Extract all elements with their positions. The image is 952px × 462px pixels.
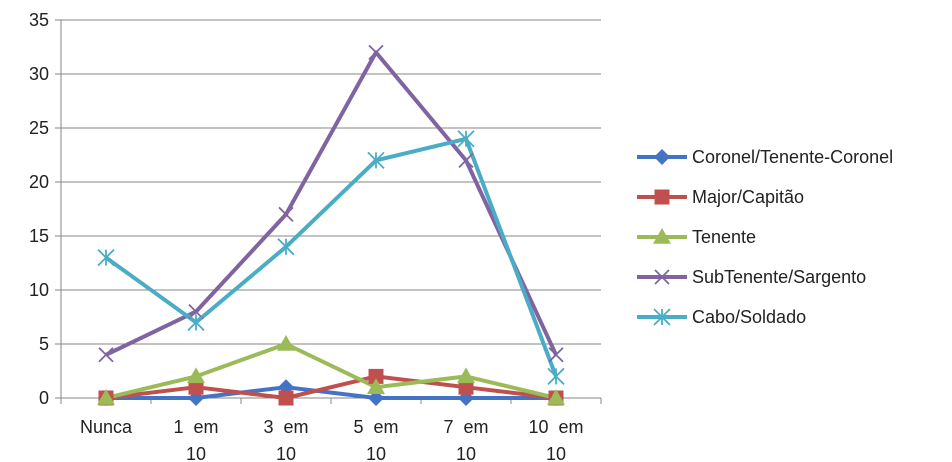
series-markers bbox=[97, 44, 565, 406]
x-tick-label-line: 10 bbox=[366, 444, 386, 462]
y-tick-label: 5 bbox=[39, 334, 49, 354]
y-tick-label: 25 bbox=[29, 118, 49, 138]
data-point-marker bbox=[97, 389, 115, 405]
x-axis-tick-labels: Nunca 1 em 10 3 em 10 5 em 10 7 em 10 10 em 10 bbox=[80, 417, 584, 462]
x-tick-label-line: 10 em bbox=[528, 417, 583, 437]
legend-item: Cabo/Soldado bbox=[637, 307, 806, 327]
data-point-marker bbox=[457, 130, 475, 148]
data-point-marker bbox=[654, 189, 670, 205]
x-tick-label-line: 10 bbox=[546, 444, 566, 462]
legend-item: Major/Capitão bbox=[637, 187, 804, 207]
y-axis-tick-labels: 0 5 10 15 20 25 30 35 bbox=[29, 10, 49, 408]
x-tick-label-line: Nunca bbox=[80, 417, 133, 437]
data-point-marker bbox=[368, 368, 384, 384]
series-line bbox=[105, 374, 557, 400]
x-tick-label-line: 1 em bbox=[173, 417, 218, 437]
x-tick-label-line: 10 bbox=[186, 444, 206, 462]
series-line bbox=[105, 50, 558, 357]
data-point-marker bbox=[368, 44, 384, 61]
data-point-marker bbox=[548, 347, 564, 363]
y-tick-label: 15 bbox=[29, 226, 49, 246]
x-tick-label: Nunca bbox=[80, 417, 133, 437]
y-tick-label: 35 bbox=[29, 10, 49, 30]
x-tick-label: 1 em 10 bbox=[173, 417, 218, 462]
data-point-marker bbox=[278, 390, 294, 406]
x-tick-label-line: 3 em bbox=[263, 417, 308, 437]
data-point-marker bbox=[368, 390, 384, 406]
data-point-marker bbox=[653, 228, 671, 244]
y-tick-label: 0 bbox=[39, 388, 49, 408]
legend-label: SubTenente/Sargento bbox=[692, 267, 866, 287]
data-point-marker bbox=[654, 269, 670, 285]
data-point-marker bbox=[188, 303, 204, 320]
legend-label: Tenente bbox=[692, 227, 756, 247]
x-tick-label-line: 7 em bbox=[443, 417, 488, 437]
legend-item: Tenente bbox=[637, 227, 756, 247]
gridlines bbox=[61, 19, 601, 345]
data-point-marker bbox=[98, 347, 114, 363]
data-point-marker bbox=[458, 379, 474, 395]
data-point-marker bbox=[187, 313, 205, 332]
data-point-marker bbox=[278, 206, 294, 223]
x-tick-label-line: 5 em bbox=[353, 417, 398, 437]
data-point-marker bbox=[547, 389, 565, 405]
legend-label: Coronel/Tenente-Coronel bbox=[692, 147, 893, 167]
x-tick-label: 10 em 10 bbox=[528, 417, 583, 462]
series-line bbox=[106, 385, 556, 400]
y-tick-label: 30 bbox=[29, 64, 49, 84]
axes bbox=[55, 19, 602, 404]
data-point-marker bbox=[547, 367, 565, 386]
x-tick-label: 5 em 10 bbox=[353, 417, 398, 462]
data-point-marker bbox=[367, 151, 385, 170]
data-point-marker bbox=[367, 378, 385, 394]
series-line bbox=[104, 136, 558, 378]
legend-item: Coronel/Tenente-Coronel bbox=[637, 147, 893, 167]
x-tick-label-line: 10 bbox=[276, 444, 296, 462]
data-point-marker bbox=[457, 367, 475, 384]
data-point-marker bbox=[188, 379, 204, 395]
data-point-marker bbox=[97, 248, 115, 267]
x-tick-label: 7 em 10 bbox=[443, 417, 488, 462]
data-point-marker bbox=[653, 308, 671, 326]
legend: Coronel/Tenente-Coronel Major/Capitão Tene… bbox=[637, 147, 893, 327]
data-point-marker bbox=[458, 152, 474, 169]
data-point-marker bbox=[187, 367, 205, 384]
y-tick-label: 10 bbox=[29, 280, 49, 300]
legend-label: Major/Capitão bbox=[692, 187, 804, 207]
legend-item: SubTenente/Sargento bbox=[637, 267, 866, 287]
legend-label: Cabo/Soldado bbox=[692, 307, 806, 327]
data-point-marker bbox=[277, 238, 295, 256]
x-tick-label-line: 10 bbox=[456, 444, 476, 462]
series-line bbox=[105, 342, 557, 400]
data-point-marker bbox=[277, 335, 295, 351]
series-lines bbox=[104, 50, 558, 400]
y-tick-label: 20 bbox=[29, 172, 49, 192]
x-tick-label: 3 em 10 bbox=[263, 417, 308, 462]
data-point-marker bbox=[654, 149, 670, 165]
